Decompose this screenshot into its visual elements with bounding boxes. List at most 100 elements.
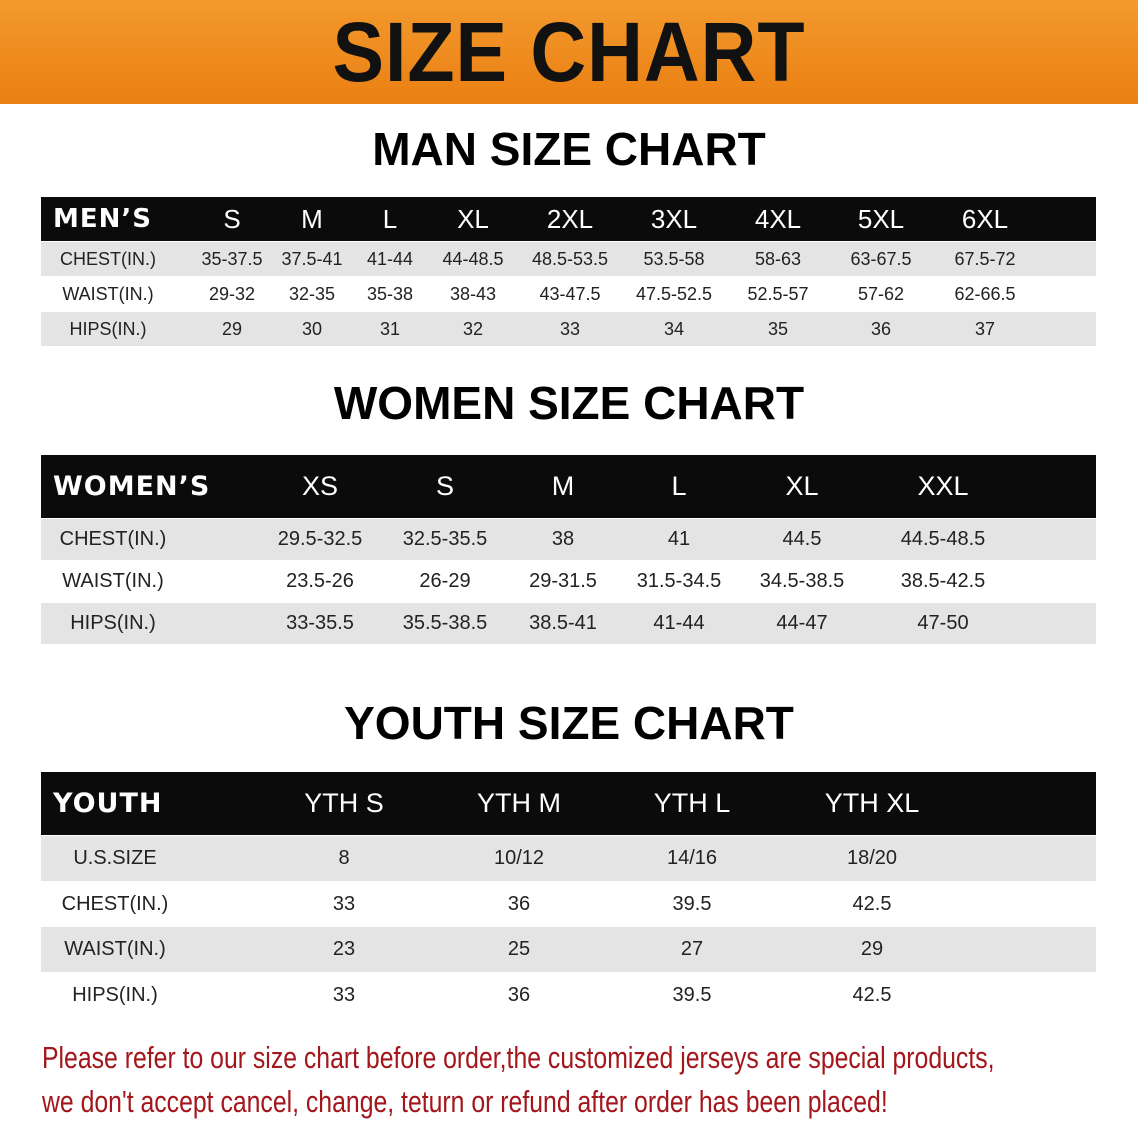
measurement-value: 33 [332,892,356,915]
table-row: CHEST(IN.) 35-37.5 37.5-41 41-44 44-48.5 48.5… [41,242,1096,276]
table-row: CHEST(IN.) 29.5-32.5 32.5-35.5 38 41 44.5 44.5… [41,519,1096,560]
measurement-value: 53.5-58 [643,249,705,269]
measurement-value: 14/16 [666,847,718,869]
notice-line-2: we don't accept cancel, change, teturn o… [42,1084,888,1119]
women-header-row: WOMEN’S XS S M L XL XXL [41,455,1096,518]
measurement-value: 48.5-53.5 [531,249,609,269]
measurement-value: 41 [667,528,691,550]
size-column-header: XL [785,471,819,501]
youth-section-title: YOUTH SIZE CHART [344,697,794,749]
men-size-table: MEN’S S M L XL 2XL 3XL 4XL 5XL 6XL CHEST(IN.) 35-37… [41,197,1096,347]
measurement-value: 35-37.5 [201,249,263,269]
measurement-label: WAIST(IN.) [62,284,154,304]
measurement-value: 47.5-52.5 [635,284,713,304]
banner-title: SIZE CHART [332,5,806,99]
measurement-value: 47-50 [917,612,969,634]
men-header-label: MEN’S [53,204,152,234]
women-section-title: WOMEN SIZE CHART [333,377,805,429]
measurement-value: 57-62 [857,284,905,304]
size-column-header: L [671,471,687,501]
size-column-header: XL [457,204,489,234]
measurement-label: CHEST(IN.) [60,249,156,269]
measurement-value: 42.5 [852,983,892,1006]
measurement-value: 41-44 [366,249,414,269]
measurement-value: 38.5-41 [529,612,597,634]
size-column-header: S [435,471,455,501]
measurement-value: 34.5-38.5 [759,570,845,592]
table-row: WAIST(IN.) 23.5-26 26-29 29-31.5 31.5-34.5 34… [41,561,1096,602]
measurement-value: 32-35 [288,284,336,304]
notice-line-1: Please refer to our size chart before or… [42,1040,995,1075]
size-column-header: 5XL [857,204,905,234]
youth-header-row: YOUTH YTH S YTH M YTH L YTH XL [41,772,1096,835]
measurement-value: 36 [507,892,531,915]
order-notice: Please refer to our size chart before or… [42,1036,995,1124]
measurement-value: 63-67.5 [850,249,912,269]
measurement-value: 36 [870,319,892,339]
size-column-header: S [223,204,241,234]
table-row: WAIST(IN.) 23 25 27 29 [41,927,1096,972]
women-header-label: WOMEN’S [53,471,211,502]
measurement-value: 26-29 [419,570,471,592]
size-column-header: YTH L [653,788,731,818]
measurement-label: U.S.SIZE [73,847,157,869]
measurement-value: 8 [338,847,350,869]
measurement-label: WAIST(IN.) [64,938,166,960]
measurement-value: 32.5-35.5 [402,528,488,550]
measurement-value: 36 [507,983,531,1006]
size-column-header: 4XL [754,204,802,234]
table-row: HIPS(IN.) 29 30 31 32 33 34 35 36 37 [41,312,1096,346]
measurement-value: 29-32 [208,284,256,304]
men-section-title: MAN SIZE CHART [372,123,766,175]
measurement-value: 33 [559,319,581,339]
measurement-value: 32 [462,319,484,339]
measurement-value: 44.5 [782,528,822,550]
measurement-label: CHEST(IN.) [59,528,167,550]
measurement-value: 27 [680,938,704,960]
size-column-header: M [301,204,323,234]
measurement-value: 44-47 [776,612,828,634]
measurement-value: 67.5-72 [954,249,1016,269]
measurement-value: 33 [332,983,356,1006]
table-row: HIPS(IN.) 33 36 39.5 42.5 [41,973,1096,1018]
measurement-value: 39.5 [672,983,712,1006]
measurement-value: 43-47.5 [539,284,601,304]
measurement-value: 44-48.5 [442,249,504,269]
measurement-value: 29-31.5 [529,570,597,592]
measurement-value: 33-35.5 [286,612,354,634]
measurement-label: HIPS(IN.) [72,983,158,1006]
measurement-value: 52.5-57 [747,284,809,304]
measurement-label: CHEST(IN.) [61,892,169,915]
measurement-value: 44.5-48.5 [900,528,986,550]
men-header-row: MEN’S S M L XL 2XL 3XL 4XL 5XL 6XL [41,197,1096,241]
table-row: U.S.SIZE 8 10/12 14/16 18/20 [41,836,1096,881]
measurement-value: 62-66.5 [954,284,1016,304]
youth-size-table: YOUTH YTH S YTH M YTH L YTH XL U.S.SIZE 8 10/12… [41,772,1096,1018]
size-column-header: XS [301,471,339,501]
measurement-value: 41-44 [653,612,705,634]
measurement-value: 10/12 [493,847,545,869]
measurement-label: HIPS(IN.) [70,612,156,634]
measurement-value: 34 [663,319,685,339]
measurement-value: 30 [301,319,323,339]
size-column-header: 3XL [650,204,698,234]
measurement-value: 38-43 [449,284,497,304]
measurement-value: 31.5-34.5 [636,570,722,592]
size-column-header: XXL [917,471,969,501]
measurement-value: 35.5-38.5 [402,612,488,634]
women-size-table: WOMEN’S XS S M L XL XXL CHEST(IN.) 29.5-32.5 32.5… [41,455,1096,645]
measurement-value: 39.5 [672,892,712,915]
measurement-value: 58-63 [754,249,802,269]
size-column-header: 2XL [546,204,594,234]
table-row: HIPS(IN.) 33-35.5 35.5-38.5 38.5-41 41-44 44-… [41,603,1096,644]
measurement-value: 29 [221,319,243,339]
measurement-value: 31 [379,319,401,339]
measurement-label: WAIST(IN.) [62,570,164,592]
table-row: WAIST(IN.) 29-32 32-35 35-38 38-43 43-47.5 47.… [41,277,1096,311]
size-column-header: YTH M [477,788,561,818]
measurement-value: 35-38 [366,284,414,304]
measurement-value: 23.5-26 [286,570,354,592]
size-column-header: L [382,204,398,234]
youth-header-label: YOUTH [53,788,163,819]
measurement-value: 25 [507,938,531,960]
